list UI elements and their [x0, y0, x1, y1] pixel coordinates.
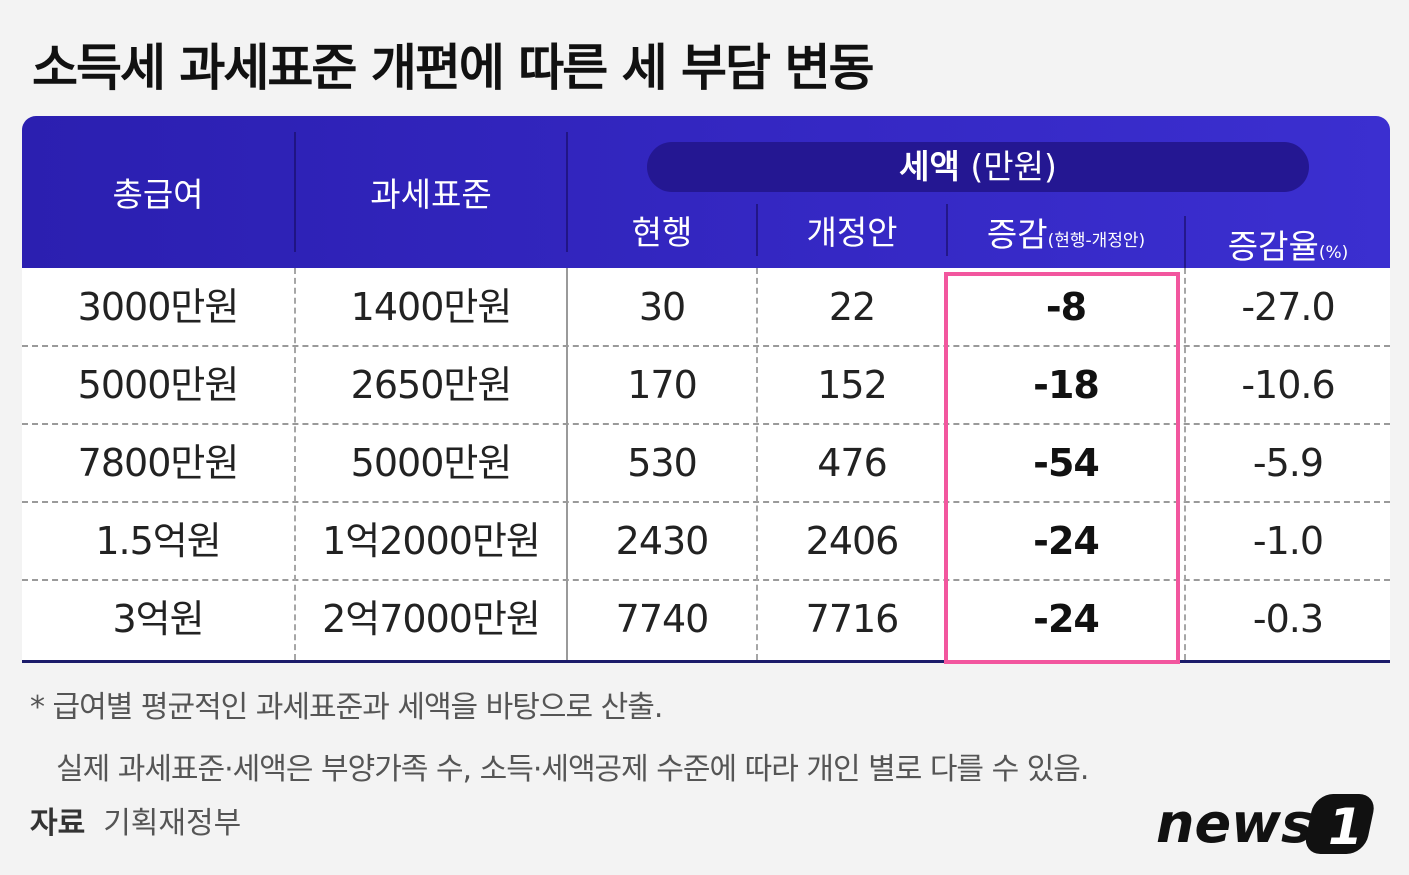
cell-revised: 22: [828, 285, 876, 329]
row-divider: [22, 345, 1390, 347]
cell-base: 1400만원: [350, 285, 513, 329]
header-gross-pay: 총급여: [112, 175, 204, 214]
table-body: 3000만원 1400만원 30 22 -8 -27.0 5000만원 2650…: [22, 268, 1390, 660]
cell-current: 30: [638, 285, 686, 329]
header-rate: 증감율(%): [1186, 220, 1390, 268]
header-rate-label: 증감율: [1227, 227, 1319, 266]
cell-gross: 5000만원: [77, 363, 240, 407]
cell-base: 1억2000만원: [322, 519, 541, 563]
cell-revised: 2406: [805, 519, 900, 563]
row-divider: [22, 579, 1390, 581]
column-divider: [566, 268, 568, 660]
row-divider: [22, 501, 1390, 503]
cell-base: 2억7000만원: [322, 597, 541, 641]
news1-logo: news 1: [1156, 792, 1374, 856]
tax-amount-unit: (만원): [970, 147, 1057, 186]
cell-current: 530: [627, 441, 698, 485]
header-separator: [1184, 216, 1186, 268]
cell-current: 7740: [615, 597, 710, 641]
cell-rate: -0.3: [1252, 597, 1324, 641]
header-separator: [566, 132, 568, 252]
source-label: 자료: [30, 806, 86, 841]
cell-change: -24: [1033, 519, 1100, 563]
tax-amount-label: 세액: [899, 147, 960, 186]
tax-burden-table: 총급여 과세표준 세액 (만원) 현행 개정안 증감(현행-개정안) 증감율(%…: [22, 116, 1390, 668]
tax-amount-group-label: 세액 (만원): [647, 142, 1309, 192]
cell-base: 2650만원: [350, 363, 513, 407]
logo-badge: [1305, 794, 1374, 854]
header-change-note: (현행-개정안): [1047, 231, 1146, 251]
logo-mark: 1: [1328, 798, 1363, 856]
cell-rate: -5.9: [1252, 441, 1324, 485]
footnote-line-1: * 급여별 평균적인 과세표준과 세액을 바탕으로 산출.: [30, 690, 663, 725]
table-header: 총급여 과세표준 세액 (만원) 현행 개정안 증감(현행-개정안) 증감율(%…: [22, 116, 1390, 268]
cell-gross: 3억원: [112, 597, 204, 641]
cell-gross: 7800만원: [77, 441, 240, 485]
cell-revised: 476: [817, 441, 888, 485]
cell-revised: 7716: [805, 597, 900, 641]
table-bottom-border: [22, 660, 1390, 663]
cell-change: -8: [1045, 285, 1087, 329]
header-change: 증감(현행-개정안): [948, 208, 1184, 256]
cell-change: -54: [1033, 441, 1100, 485]
footnote-line-2: 실제 과세표준·세액은 부양가족 수, 소득·세액공제 수준에 따라 개인 별로…: [56, 752, 1089, 787]
header-current: 현행: [631, 213, 693, 252]
cell-gross: 3000만원: [77, 285, 240, 329]
header-separator: [756, 204, 758, 256]
cell-change: -18: [1033, 363, 1100, 407]
header-revised: 개정안: [806, 213, 898, 252]
page-title: 소득세 과세표준 개편에 따른 세 부담 변동: [32, 39, 874, 97]
cell-rate: -1.0: [1252, 519, 1324, 563]
change-column-highlight: [944, 272, 1180, 664]
column-divider: [1184, 268, 1186, 660]
cell-current: 170: [627, 363, 698, 407]
cell-revised: 152: [817, 363, 888, 407]
cell-rate: -10.6: [1241, 363, 1335, 407]
header-tax-base: 과세표준: [370, 175, 492, 214]
header-separator: [294, 132, 296, 252]
cell-current: 2430: [615, 519, 710, 563]
header-separator: [946, 204, 948, 256]
table-row: 7800만원 5000만원 530 476 -54 -5.9: [22, 424, 1390, 502]
source-value: 기획재정부: [103, 806, 242, 841]
table-row: 5000만원 2650만원 170 152 -18 -10.6: [22, 346, 1390, 424]
column-divider: [294, 268, 296, 660]
header-change-label: 증감: [986, 215, 1048, 254]
cell-gross: 1.5억원: [95, 519, 221, 563]
logo-wordmark: news: [1156, 792, 1313, 855]
table-row: 3억원 2억7000만원 7740 7716 -24 -0.3: [22, 580, 1390, 658]
column-divider: [756, 268, 758, 660]
source-line: 자료 기획재정부: [30, 798, 241, 842]
row-divider: [22, 423, 1390, 425]
table-row: 3000만원 1400만원 30 22 -8 -27.0: [22, 268, 1390, 346]
cell-change: -24: [1033, 597, 1100, 641]
cell-base: 5000만원: [350, 441, 513, 485]
cell-rate: -27.0: [1241, 285, 1335, 329]
header-rate-unit: (%): [1318, 243, 1349, 263]
table-row: 1.5억원 1억2000만원 2430 2406 -24 -1.0: [22, 502, 1390, 580]
